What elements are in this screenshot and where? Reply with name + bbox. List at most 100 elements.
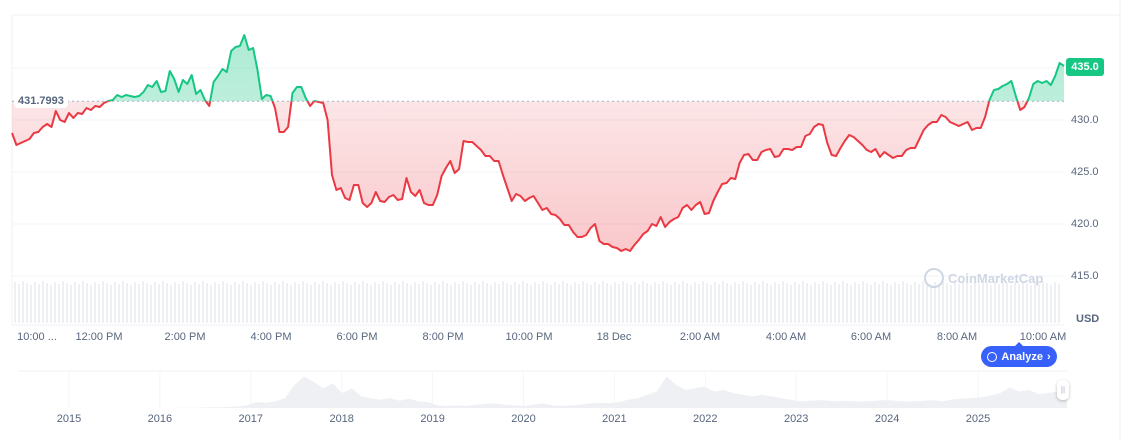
volume-bar [794,282,796,323]
volume-bar [486,283,488,323]
volume-bar [998,284,1000,323]
volume-bar [278,284,280,323]
volume-bars [14,281,1060,323]
volume-bar [282,281,284,323]
volume-bar [810,285,812,323]
volume-bar [886,283,888,323]
analyze-button[interactable]: Analyze › [981,342,1057,367]
volume-bar [178,284,180,323]
volume-bar [62,281,64,323]
navigator-year-label: 2018 [329,413,354,425]
volume-bar [650,285,652,323]
volume-bar [14,282,16,323]
volume-bar [834,282,836,323]
navigator-chart[interactable] [18,370,1067,408]
volume-bar [538,284,540,323]
volume-bar [306,283,308,323]
volume-bar [34,282,36,323]
volume-bar [418,284,420,323]
volume-bar [698,284,700,323]
navigator-drag-handle-icon[interactable]: || [1057,380,1069,400]
volume-bar [218,284,220,323]
volume-bar [382,281,384,323]
volume-bar [790,285,792,323]
price-line-down [11,101,1029,252]
volume-bar [94,282,96,323]
volume-bar [958,284,960,323]
volume-bar [294,282,296,323]
volume-bar [1022,281,1024,323]
volume-bar [1014,282,1016,323]
volume-bar [710,285,712,323]
navigator-year-label: 2023 [783,413,809,425]
navigator-year-label: 2024 [874,413,900,425]
volume-bar [986,283,988,323]
watermark-text: CoinMarketCap [948,270,1044,286]
x-tick-label: 18 Dec [596,331,632,343]
volume-bar [690,285,692,323]
volume-bar [314,282,316,323]
volume-bar [182,281,184,323]
volume-bar [838,284,840,323]
volume-bar [626,283,628,323]
y-tick-label: 425.0 [1071,166,1099,178]
volume-bar [890,285,892,323]
volume-bar [138,284,140,323]
volume-bar [334,282,336,323]
x-tick-label: 10:00 AM [1019,331,1067,343]
volume-bar [718,284,720,323]
volume-bar [686,283,688,323]
volume-bar [1034,282,1036,323]
volume-bar [914,282,916,323]
y-tick-label: 430.0 [1071,114,1099,126]
volume-bar [286,283,288,323]
volume-bar [854,282,856,323]
volume-bar [766,283,768,323]
y-tick-label: 420.0 [1071,218,1099,230]
volume-bar [926,283,928,323]
volume-bar [582,281,584,323]
volume-bar [330,285,332,323]
volume-bar [410,285,412,323]
navigator-year-label: 2019 [420,413,445,425]
volume-bar [870,285,872,323]
volume-bar [386,283,388,323]
volume-bar [110,285,112,323]
volume-bar [1026,283,1028,323]
x-tick-label: 2:00 PM [164,331,206,343]
volume-bar [702,281,704,323]
volume-bar [222,281,224,323]
volume-bar [822,281,824,323]
volume-bar [202,281,204,323]
volume-bar [694,282,696,323]
volume-bar [90,285,92,323]
volume-bar [806,283,808,323]
volume-bar [214,282,216,323]
volume-bar [354,282,356,323]
volume-bar [1002,281,1004,323]
y-tick-label: 415.0 [1071,270,1099,282]
volume-bar [186,283,188,323]
volume-bar [798,284,800,323]
volume-bar [350,285,352,323]
navigator-area [18,376,1067,408]
volume-bar [482,281,484,323]
volume-bar [570,285,572,323]
coinmarketcap-logo-icon [924,268,944,288]
volume-bar [610,285,612,323]
volume-bar [590,285,592,323]
navigator-year-label: 2016 [147,413,173,425]
volume-bar [66,283,68,323]
baseline-label: 431.7993 [14,94,68,108]
x-tick-label: 6:00 PM [336,331,378,343]
volume-bar [666,283,668,323]
volume-bar [170,285,172,323]
volume-bar [606,283,608,323]
volume-bar [1054,282,1056,323]
volume-bar [846,283,848,323]
volume-bar [730,285,732,323]
volume-bar [346,283,348,323]
volume-bar [910,285,912,323]
volume-bar [98,284,100,323]
